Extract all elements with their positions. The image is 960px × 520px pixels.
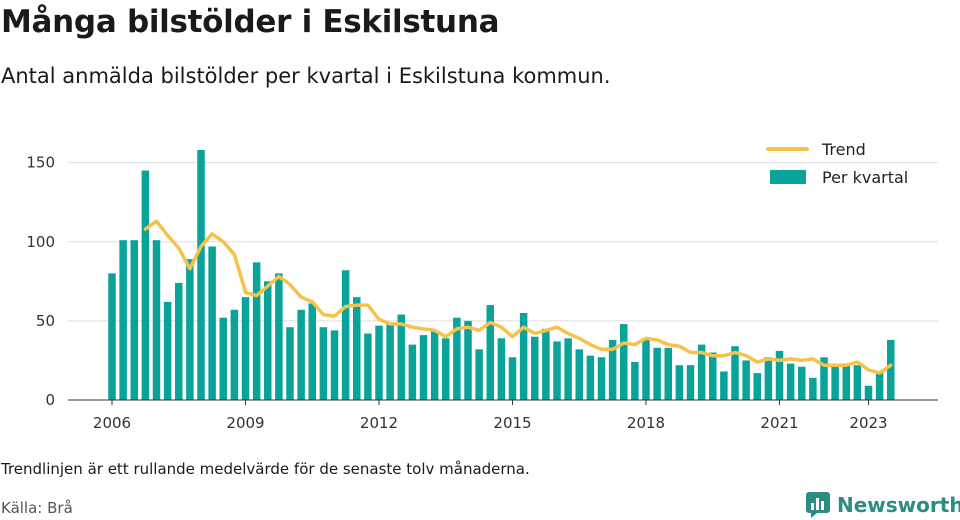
bar [753, 373, 761, 400]
bar [798, 366, 806, 400]
x-tick-label: 2006 [93, 414, 131, 432]
bar [586, 355, 595, 400]
bar [775, 350, 784, 400]
trend-series [143, 219, 893, 375]
bar [119, 240, 127, 400]
bar [853, 365, 862, 400]
bar-series [108, 149, 895, 400]
axes: 0 50 100 150 2006 2009 2012 2015 2018 2021 2023 [26, 154, 938, 432]
bar [341, 270, 350, 400]
bar [152, 240, 161, 400]
bar [486, 305, 494, 400]
bar [820, 357, 828, 400]
bar [241, 297, 250, 400]
bar [875, 371, 884, 400]
bar [197, 149, 205, 400]
bar [163, 301, 172, 400]
bar [542, 328, 550, 400]
x-tick-label: 2012 [360, 414, 398, 432]
bar [809, 377, 817, 400]
trend-line [143, 219, 893, 375]
legend-trend-label: Trend [821, 140, 866, 159]
bar [308, 303, 316, 400]
bar [141, 170, 150, 400]
chart: 0 50 100 150 2006 2009 2012 2015 2018 2021 2023 Tr… [26, 140, 938, 432]
bar [642, 339, 650, 400]
bar [575, 349, 583, 400]
bar [697, 344, 706, 400]
bar [653, 347, 661, 400]
bar [252, 262, 261, 400]
bar [397, 314, 405, 400]
bar [631, 362, 639, 400]
y-tick-label: 100 [26, 233, 55, 251]
y-tick-label: 150 [26, 154, 55, 172]
y-tick-label: 0 [45, 391, 55, 409]
x-tick-label: 2018 [627, 414, 665, 432]
bar [887, 339, 895, 400]
newsworthy-logo-icon [806, 492, 830, 518]
bar [675, 365, 684, 400]
source-label: Källa: Brå [1, 499, 73, 517]
bar [620, 324, 628, 400]
bar [475, 349, 483, 400]
legend-bars-swatch [770, 170, 806, 184]
x-tick-label: 2021 [760, 414, 798, 432]
bar [375, 325, 383, 400]
bar [264, 281, 272, 400]
x-tick-label: 2009 [226, 414, 264, 432]
bar [419, 335, 428, 400]
bar [842, 365, 850, 400]
legend: Trend Per kvartal [766, 140, 908, 187]
bar [508, 357, 517, 400]
brand-name: Newsworthy [837, 493, 960, 517]
bar [720, 371, 728, 400]
bar [186, 259, 194, 400]
footnote: Trendlinjen är ett rullande medelvärde f… [1, 460, 530, 478]
x-tick-label: 2023 [849, 414, 887, 432]
bar [364, 333, 372, 400]
bar [386, 324, 394, 400]
bar [786, 363, 795, 400]
bar [764, 357, 773, 400]
bar [553, 341, 561, 400]
bar [597, 357, 606, 400]
legend-bars-label: Per kvartal [822, 168, 908, 187]
y-tick-label: 50 [36, 312, 55, 330]
bar [275, 273, 283, 400]
bar [330, 330, 339, 400]
bar [175, 282, 183, 400]
bar [453, 317, 461, 400]
bar [686, 365, 695, 400]
x-tick-label: 2015 [493, 414, 531, 432]
bar [519, 312, 528, 400]
bar [709, 352, 717, 400]
bar [130, 240, 138, 400]
bar [497, 338, 506, 400]
bar [742, 360, 750, 400]
brand-logo[interactable]: Newsworthy [805, 490, 960, 520]
bar [353, 297, 361, 400]
bar [442, 338, 450, 400]
bar [319, 327, 328, 400]
bar [408, 344, 417, 400]
chart-title: Många bilstölder i Eskilstuna [1, 4, 500, 40]
bar [564, 338, 572, 400]
bar [430, 330, 439, 400]
bar [864, 385, 873, 400]
bar [608, 339, 617, 400]
bar [831, 363, 839, 400]
bar [297, 309, 305, 400]
bar [219, 317, 227, 400]
bar [230, 309, 239, 400]
bar [286, 327, 294, 400]
bar [464, 320, 472, 400]
bar [731, 346, 739, 400]
bar [664, 347, 672, 400]
bar [531, 336, 539, 400]
chart-subtitle: Antal anmälda bilstölder per kvartal i E… [1, 64, 611, 88]
bar [108, 273, 116, 400]
bar [208, 246, 216, 400]
